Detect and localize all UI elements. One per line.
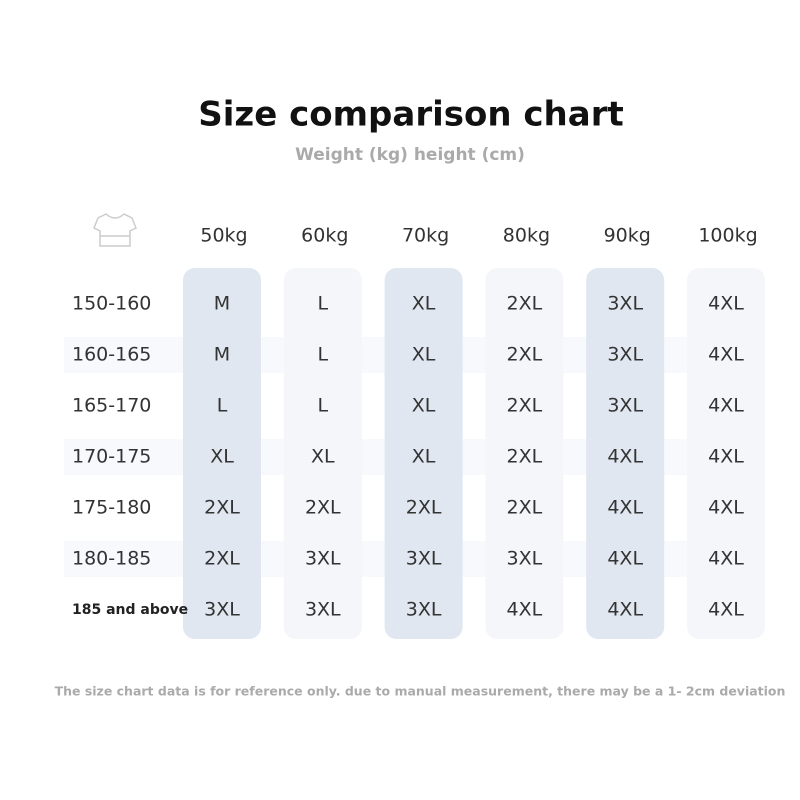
row-label: 165-170 [72,395,151,417]
column-header: 70kg [402,225,449,247]
size-cell: 4XL [607,599,643,621]
size-cell: M [214,344,230,366]
column-header: 100kg [698,225,757,247]
size-cell: L [217,395,228,417]
size-cell: 2XL [507,344,543,366]
size-cell: L [318,293,329,315]
row-label: 185 and above [72,602,188,618]
column-header: 90kg [604,225,651,247]
size-cell: 3XL [406,548,442,570]
size-cell: 4XL [708,344,744,366]
column-header: 60kg [301,225,348,247]
size-cell: 3XL [305,599,341,621]
size-cell: 2XL [204,548,240,570]
column-band [283,268,362,639]
size-cell: XL [412,395,436,417]
size-cell: XL [412,446,436,468]
size-cell: 4XL [708,446,744,468]
column-header: 50kg [200,225,247,247]
size-cell: XL [210,446,234,468]
size-cell: 4XL [607,548,643,570]
column-band [586,268,665,639]
size-cell: 3XL [607,344,643,366]
size-cell: 3XL [406,599,442,621]
size-cell: XL [412,293,436,315]
size-cell: 3XL [204,599,240,621]
size-cell: 2XL [507,395,543,417]
row-label: 150-160 [72,293,151,315]
size-cell: 2XL [507,497,543,519]
row-label: 175-180 [72,497,151,519]
size-cell: 4XL [708,497,744,519]
size-cell: XL [311,446,335,468]
row-label: 170-175 [72,446,151,468]
size-cell: L [318,344,329,366]
size-cell: 2XL [305,497,341,519]
column-band [687,268,765,639]
column-backgrounds [64,268,765,639]
size-cell: 4XL [708,599,744,621]
row-label: 160-165 [72,344,151,366]
row-label: 180-185 [72,548,151,570]
size-cell: 2XL [204,497,240,519]
column-band [485,268,564,639]
size-cell: 4XL [607,446,643,468]
size-cell: 3XL [607,293,643,315]
title: Size comparison chart [198,95,623,135]
size-cell: 4XL [708,548,744,570]
size-cell: XL [412,344,436,366]
table: 50kg 60kg 70kg 80kg 90kg 100kg 150-160 M L XL 2XL 3… [72,225,758,621]
column-band [183,268,261,639]
size-cell: M [214,293,230,315]
column-band [384,268,463,639]
column-header: 80kg [503,225,550,247]
size-cell: 4XL [708,293,744,315]
subtitle: Weight (kg) height (cm) [295,145,525,165]
size-cell: 4XL [607,497,643,519]
size-cell: 2XL [406,497,442,519]
size-cell: 4XL [507,599,543,621]
footnote: The size chart data is for reference onl… [55,684,786,699]
size-cell: 3XL [507,548,543,570]
size-cell: 2XL [507,293,543,315]
size-cell: 4XL [708,395,744,417]
size-cell: L [318,395,329,417]
shirt-icon [93,213,137,247]
size-cell: 3XL [607,395,643,417]
size-cell: 3XL [305,548,341,570]
size-cell: 2XL [507,446,543,468]
